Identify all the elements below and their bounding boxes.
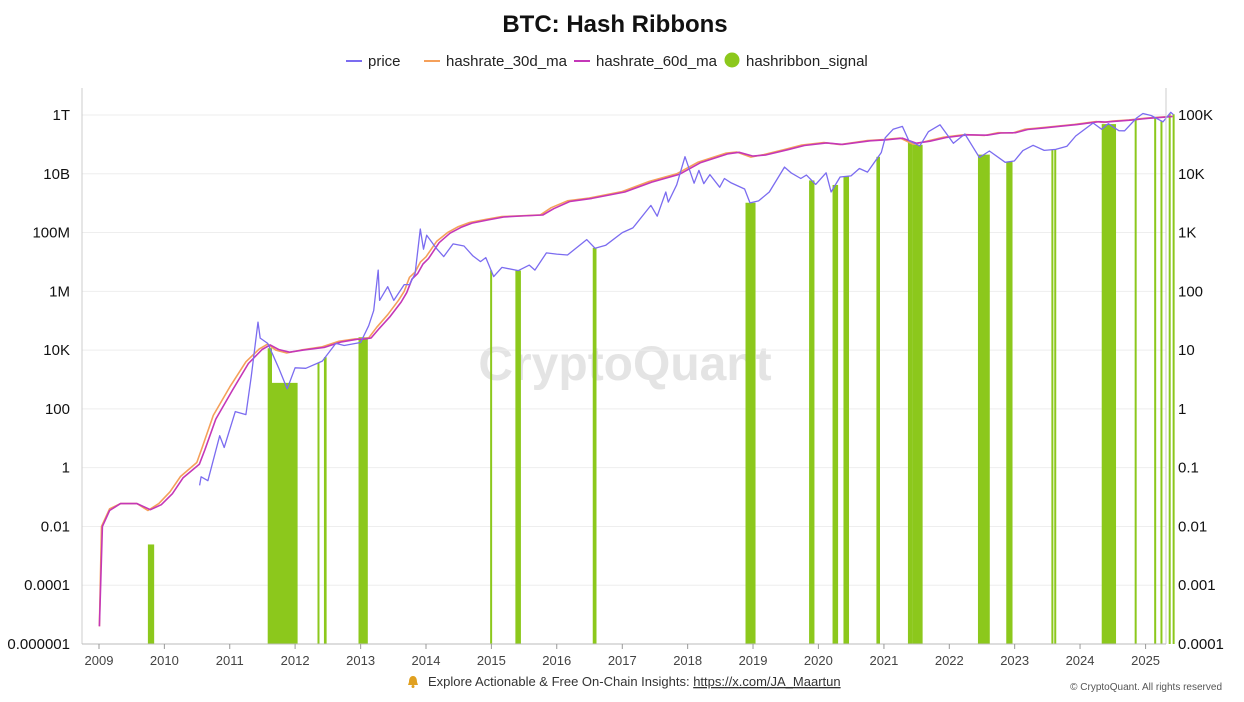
- signal-bar: [271, 382, 298, 644]
- x-ticks: 2009 2010 2011 2012 2013 2014 2015 2016 2017 2018…: [85, 644, 1160, 668]
- legend-label: hashribbon_signal: [746, 53, 868, 70]
- x-tick-label: 2016: [542, 653, 571, 668]
- y-left-tick-label: 10K: [43, 342, 70, 359]
- x-tick-label: 2020: [804, 653, 833, 668]
- signal-bar: [267, 348, 272, 644]
- x-tick-label: 2022: [935, 653, 964, 668]
- x-tick-label: 2017: [608, 653, 637, 668]
- legend-item-hashribbon-signal[interactable]: hashribbon_signal: [724, 52, 868, 71]
- y-right-tick-label: 10K: [1178, 166, 1205, 183]
- signal-bar: [876, 156, 880, 644]
- bell-icon: [408, 676, 418, 688]
- watermark: CryptoQuant: [478, 338, 771, 391]
- series-line-hashrate-60d-ma: [98, 115, 1173, 627]
- y-right-ticks: 100K 10K 1K 100 10 1 0.1 0.01 0.001 0.0001: [1178, 107, 1224, 653]
- legend-item-hashrate-30d-ma[interactable]: hashrate_30d_ma: [424, 53, 568, 70]
- axes: [81, 88, 1167, 645]
- y-right-tick-label: 1K: [1178, 225, 1196, 242]
- y-left-ticks: 1T 10B 100M 1M 10K 100 1 0.01 0.0001 0.000001: [7, 107, 70, 653]
- footer-link[interactable]: https://x.com/JA_Maartun: [693, 674, 840, 689]
- signal-bar: [1051, 149, 1054, 644]
- x-tick-label: 2009: [85, 653, 114, 668]
- y-right-tick-label: 100: [1178, 283, 1203, 300]
- signal-bar: [809, 180, 815, 644]
- signal-bars: [147, 113, 1175, 645]
- signal-bar: [745, 202, 756, 644]
- signal-bar: [977, 154, 990, 645]
- y-left-tick-label: 0.01: [41, 518, 70, 535]
- signal-bar: [1134, 119, 1137, 645]
- x-tick-label: 2025: [1131, 653, 1160, 668]
- signal-bar: [1006, 161, 1013, 644]
- signal-bar: [1154, 117, 1157, 645]
- x-tick-label: 2013: [346, 653, 375, 668]
- x-tick-label: 2012: [281, 653, 310, 668]
- y-right-tick-label: 0.1: [1178, 460, 1199, 477]
- y-left-tick-label: 100M: [32, 225, 70, 242]
- signal-bar: [1172, 114, 1175, 645]
- legend-item-price[interactable]: price: [346, 53, 401, 70]
- legend[interactable]: price hashrate_30d_ma hashrate_60d_ma hashr…: [346, 52, 868, 71]
- signal-bar: [1101, 124, 1117, 644]
- footer-text: Explore Actionable & Free On-Chain Insig…: [428, 674, 693, 689]
- footer: Explore Actionable & Free On-Chain Insig…: [408, 674, 1222, 693]
- y-left-tick-label: 0.000001: [7, 636, 70, 653]
- y-right-tick-label: 0.001: [1178, 577, 1216, 594]
- legend-item-hashrate-60d-ma[interactable]: hashrate_60d_ma: [574, 53, 718, 70]
- y-right-tick-label: 10: [1178, 342, 1195, 359]
- signal-bar: [1054, 149, 1057, 644]
- svg-text:Explore Actionable & Free On-C: Explore Actionable & Free On-Chain Insig…: [428, 674, 841, 689]
- signal-bar: [832, 184, 839, 644]
- signal-bar: [843, 176, 850, 644]
- legend-label: hashrate_30d_ma: [446, 53, 568, 70]
- signal-bar: [358, 337, 368, 644]
- signal-bar: [592, 247, 597, 644]
- x-tick-label: 2023: [1000, 653, 1029, 668]
- y-left-tick-label: 0.0001: [24, 577, 70, 594]
- signal-bar: [1168, 113, 1171, 644]
- signal-bar: [317, 362, 320, 644]
- y-right-tick-label: 1: [1178, 401, 1186, 418]
- signal-bar: [515, 270, 521, 644]
- x-tick-label: 2014: [412, 653, 441, 668]
- x-tick-label: 2024: [1066, 653, 1095, 668]
- y-right-tick-label: 0.01: [1178, 518, 1207, 535]
- signal-bar: [490, 270, 493, 644]
- legend-label: hashrate_60d_ma: [596, 53, 718, 70]
- x-tick-label: 2011: [216, 653, 244, 668]
- series-lines: [98, 111, 1174, 627]
- y-left-tick-label: 1M: [49, 283, 70, 300]
- signal-bar: [907, 141, 913, 644]
- legend-swatch: [724, 52, 740, 68]
- copyright: © CryptoQuant. All rights reserved: [1070, 682, 1222, 693]
- x-tick-label: 2019: [739, 653, 768, 668]
- signal-bar: [147, 544, 155, 644]
- signal-bar: [323, 357, 327, 644]
- signal-bar: [912, 144, 923, 644]
- y-left-tick-label: 10B: [43, 166, 70, 183]
- x-tick-label: 2018: [673, 653, 702, 668]
- signal-bar: [1160, 120, 1163, 645]
- y-left-tick-label: 1T: [52, 107, 70, 124]
- y-right-tick-label: 0.0001: [1178, 636, 1224, 653]
- y-left-tick-label: 100: [45, 401, 70, 418]
- y-left-tick-label: 1: [62, 460, 70, 477]
- legend-label: price: [368, 53, 401, 70]
- chart-title: BTC: Hash Ribbons: [502, 11, 727, 38]
- x-tick-label: 2021: [869, 653, 898, 668]
- y-right-tick-label: 100K: [1178, 107, 1213, 124]
- x-tick-label: 2010: [150, 653, 179, 668]
- x-tick-label: 2015: [477, 653, 506, 668]
- series-line-price: [198, 111, 1174, 486]
